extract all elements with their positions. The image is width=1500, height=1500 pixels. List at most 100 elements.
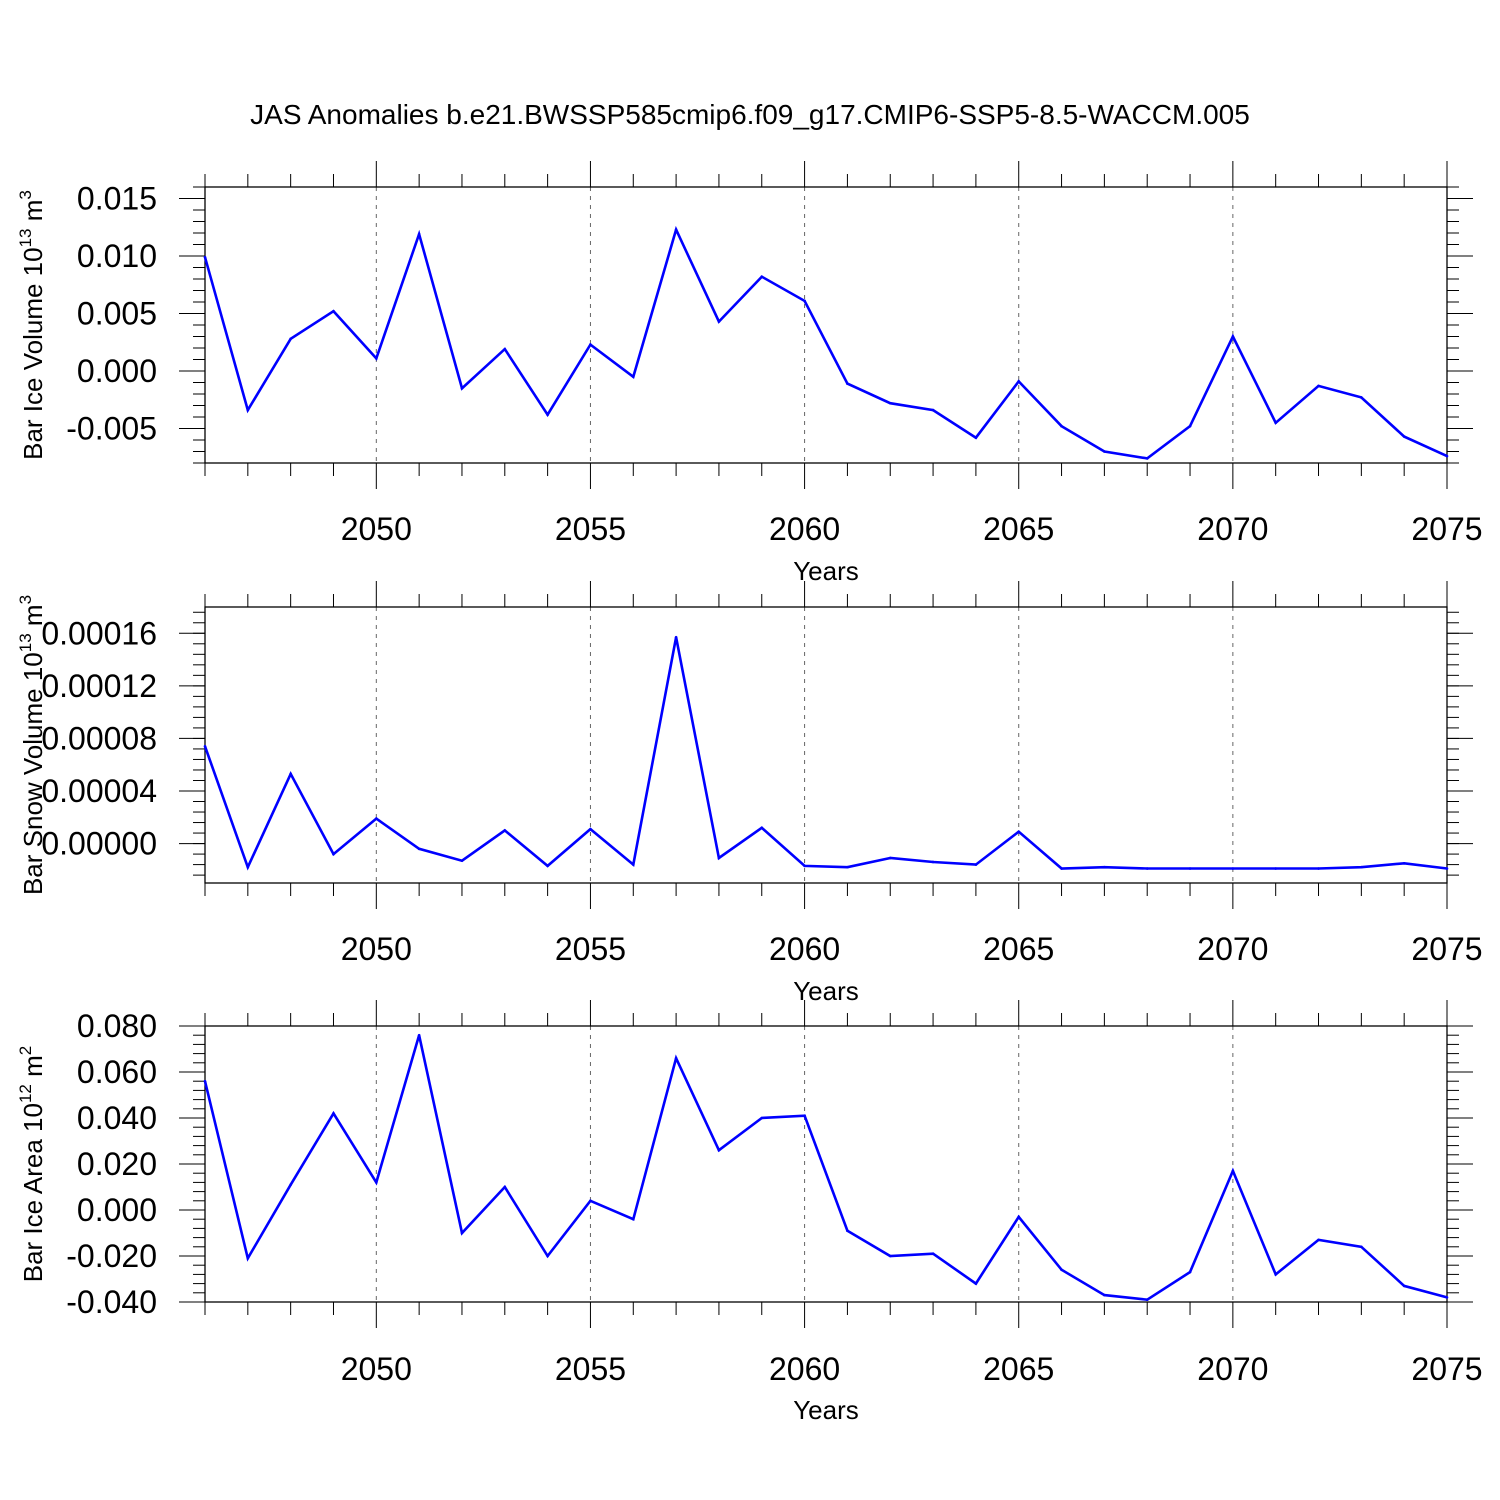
panel-1: 0.015 0.010 0.005 0.000 -0.005 2050 2055 2060 20… [16, 161, 1483, 586]
data-point [760, 275, 764, 279]
data-point [1103, 1293, 1106, 1297]
data-point [1145, 867, 1149, 870]
data-point [1402, 1284, 1406, 1288]
data-point [631, 863, 635, 866]
data-point [417, 847, 421, 851]
y-tick-label: 0.015 [77, 181, 157, 217]
data-point [1103, 450, 1106, 453]
plot-frame [204, 1025, 1448, 1303]
data-point [803, 1114, 806, 1117]
x-tick-label: 2060 [769, 511, 840, 547]
y-tick-label: 0.080 [77, 1008, 157, 1044]
data-point [888, 856, 892, 860]
y-tick-label: -0.005 [66, 411, 157, 447]
data-point [503, 1185, 507, 1189]
y-tick-label: -0.020 [66, 1238, 157, 1274]
data-point [1017, 830, 1021, 834]
data-point [974, 436, 978, 440]
data-point [1274, 867, 1277, 870]
data-point [1188, 424, 1192, 428]
data-point [589, 1199, 592, 1203]
data-point [1360, 1245, 1363, 1249]
data-point [974, 1282, 978, 1285]
data-point [1188, 867, 1192, 870]
data-point [1445, 867, 1449, 870]
data-point [846, 1229, 849, 1232]
plot-frame [204, 186, 1448, 464]
data-point [1231, 335, 1235, 338]
x-tick-label: 2070 [1197, 1351, 1268, 1387]
x-tick-label: 2055 [555, 511, 626, 547]
data-point [1145, 457, 1149, 460]
data-point [1317, 867, 1320, 870]
y-tick-label: 0.000 [77, 1192, 157, 1228]
data-point [417, 232, 421, 236]
data-point [846, 865, 849, 869]
data-point [888, 401, 892, 405]
data-point [631, 375, 635, 379]
data-point [503, 829, 507, 832]
x-tick-label: 2050 [341, 1351, 412, 1387]
data-point [717, 320, 721, 323]
data-point [888, 1254, 892, 1258]
data-point [674, 1056, 678, 1060]
x-tick-label: 2075 [1411, 1351, 1482, 1387]
data-point [289, 1183, 292, 1186]
data-point [1017, 380, 1021, 383]
data-point [375, 1181, 378, 1184]
x-axis-label: Years [793, 1395, 859, 1425]
x-tick-label: 2065 [983, 1351, 1054, 1387]
y-tick-label: 0.00012 [41, 668, 157, 704]
data-point [589, 343, 592, 346]
data-point [246, 865, 250, 869]
series-line [203, 225, 1448, 460]
data-point [375, 357, 378, 360]
data-point [803, 299, 806, 303]
data-point [375, 817, 378, 820]
data-point [1274, 1273, 1277, 1276]
data-point [1060, 1268, 1063, 1272]
data-point [289, 337, 292, 341]
data-point [846, 382, 849, 385]
data-point [417, 1033, 421, 1037]
data-point [631, 1217, 635, 1221]
data-point [1188, 1270, 1192, 1274]
y-tick-label: 0.00016 [41, 615, 157, 651]
data-point [203, 1079, 207, 1083]
data-point [589, 827, 592, 831]
data-point [546, 413, 549, 417]
data-point [1360, 396, 1363, 399]
data-point [332, 309, 335, 313]
data-point [332, 852, 335, 856]
y-tick-label: -0.040 [66, 1284, 157, 1320]
y-tick-label: 0.005 [77, 296, 157, 332]
data-point [1360, 865, 1363, 869]
data-point [332, 1112, 335, 1115]
y-tick-label: 0.00000 [41, 826, 157, 862]
data-point [717, 1148, 721, 1152]
panel-2: 0.00016 0.00012 0.00008 0.00004 0.00000 2050 2… [16, 581, 1483, 1006]
x-tick-label: 2065 [983, 931, 1054, 967]
y-tick-label: 0.000 [77, 353, 157, 389]
data-point [931, 860, 935, 864]
data-point [460, 386, 464, 390]
data-point [246, 1257, 250, 1260]
data-point [1402, 435, 1406, 438]
data-point [760, 826, 764, 830]
data-point [289, 772, 292, 776]
panel-3: 0.080 0.060 0.040 0.020 0.000 -0.020 -0.040 205… [16, 1000, 1483, 1425]
data-point [1317, 384, 1320, 388]
y-tick-label: 0.040 [77, 1100, 157, 1136]
data-point [1145, 1298, 1149, 1301]
data-point [974, 863, 978, 866]
data-point [460, 859, 464, 862]
data-point [1231, 867, 1235, 870]
x-tick-label: 2075 [1411, 511, 1482, 547]
data-point [803, 864, 806, 868]
y-tick-label: 0.060 [77, 1054, 157, 1090]
data-point [1060, 424, 1063, 428]
data-point [503, 347, 507, 351]
data-point [931, 1252, 935, 1255]
data-point [1060, 867, 1063, 870]
